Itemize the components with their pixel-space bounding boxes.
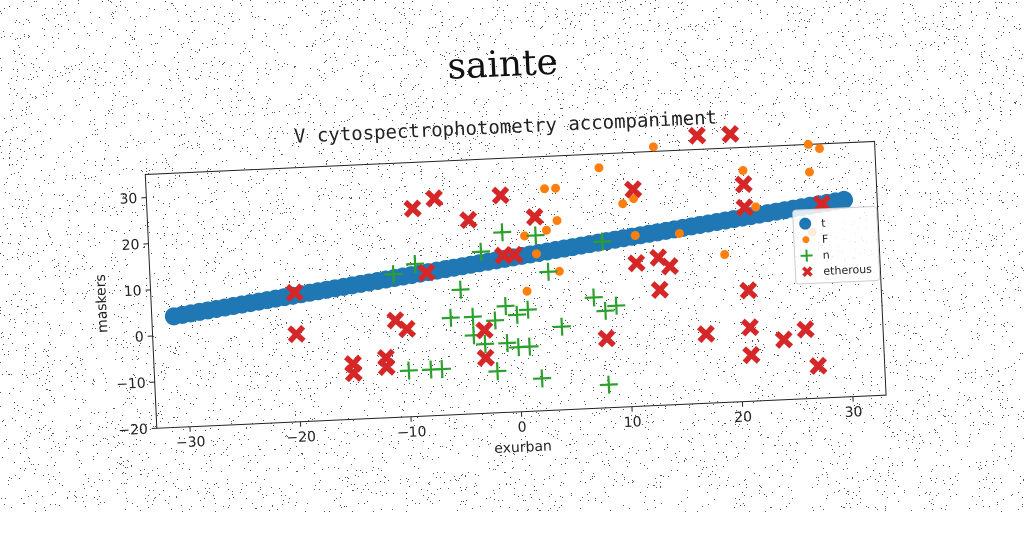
series-3-point <box>777 332 792 347</box>
series-2-point <box>526 226 545 245</box>
series-3-point <box>663 259 678 274</box>
legend-label: F <box>822 233 829 246</box>
series-2-point <box>539 262 558 281</box>
series-1-point <box>540 184 549 193</box>
series-3-point <box>798 322 813 337</box>
series-3-point <box>699 327 714 342</box>
x-tick-label: 20 <box>734 409 753 426</box>
series-1-point <box>815 144 824 153</box>
series-2-point <box>607 296 626 315</box>
x-tick-label: −10 <box>397 424 427 441</box>
series-1-point <box>552 216 561 225</box>
series-2-point <box>596 301 615 320</box>
y-tick-label: −20 <box>118 422 148 439</box>
series-1-point <box>542 226 551 235</box>
series-1-point <box>594 163 603 172</box>
y-axis-label: maskers <box>93 274 112 333</box>
series-3-point <box>599 331 614 346</box>
legend-label: etherous <box>823 263 872 278</box>
series-3-point <box>690 128 705 143</box>
legend-label: n <box>822 249 830 262</box>
x-tick-label: 30 <box>844 404 863 421</box>
series-2-point <box>496 297 515 316</box>
series-3-point <box>289 327 304 342</box>
series-3-point <box>400 322 415 337</box>
series-3-point <box>629 256 644 271</box>
series-3-point <box>653 283 668 298</box>
series-2-point <box>584 288 603 307</box>
series-1-point <box>522 287 531 296</box>
series-2-point <box>498 334 517 353</box>
series-3-point <box>743 320 758 335</box>
series-2-point <box>520 337 539 356</box>
series-1-point <box>738 166 747 175</box>
series-2-point <box>451 280 470 299</box>
series-3-point <box>461 213 476 228</box>
series-3-point <box>346 366 361 381</box>
series-1-point <box>805 167 814 176</box>
series-3-point <box>723 127 738 142</box>
y-tick-label: 0 <box>134 329 144 345</box>
series-2-point <box>493 223 512 242</box>
y-tick-label: 10 <box>123 283 142 300</box>
x-axis-label: exurban <box>494 438 552 457</box>
x-tick-label: −30 <box>176 434 206 451</box>
series-3-point <box>811 359 826 374</box>
x-tick-label: 10 <box>623 414 642 431</box>
series-2-point <box>552 317 571 336</box>
series-3-point <box>744 348 759 363</box>
series-1-point <box>720 250 729 259</box>
plot-frame <box>145 141 886 428</box>
series-3-point <box>405 201 420 216</box>
series-3-point <box>427 191 442 206</box>
series-2-point <box>599 375 618 394</box>
series-1-point <box>618 199 627 208</box>
y-tick-label: −10 <box>116 376 146 393</box>
y-tick-label: 30 <box>119 191 138 208</box>
series-2-point <box>518 300 537 319</box>
series-2-point <box>433 360 452 379</box>
series-2-point <box>441 308 460 327</box>
series-2-point <box>533 369 552 388</box>
y-tick-label: 20 <box>121 237 140 254</box>
series-3-point <box>736 177 751 192</box>
series-2-point <box>508 305 527 324</box>
series-2-point <box>399 361 418 380</box>
series-3-point <box>379 360 394 375</box>
series-1-point <box>804 140 813 149</box>
x-tick-label: 0 <box>517 420 527 436</box>
x-tick-label: −20 <box>286 429 316 446</box>
series-1-point <box>649 142 658 151</box>
series-3-point <box>741 283 756 298</box>
series-1-point <box>551 184 560 193</box>
series-3-point <box>493 188 508 203</box>
series-3-point <box>527 210 542 225</box>
